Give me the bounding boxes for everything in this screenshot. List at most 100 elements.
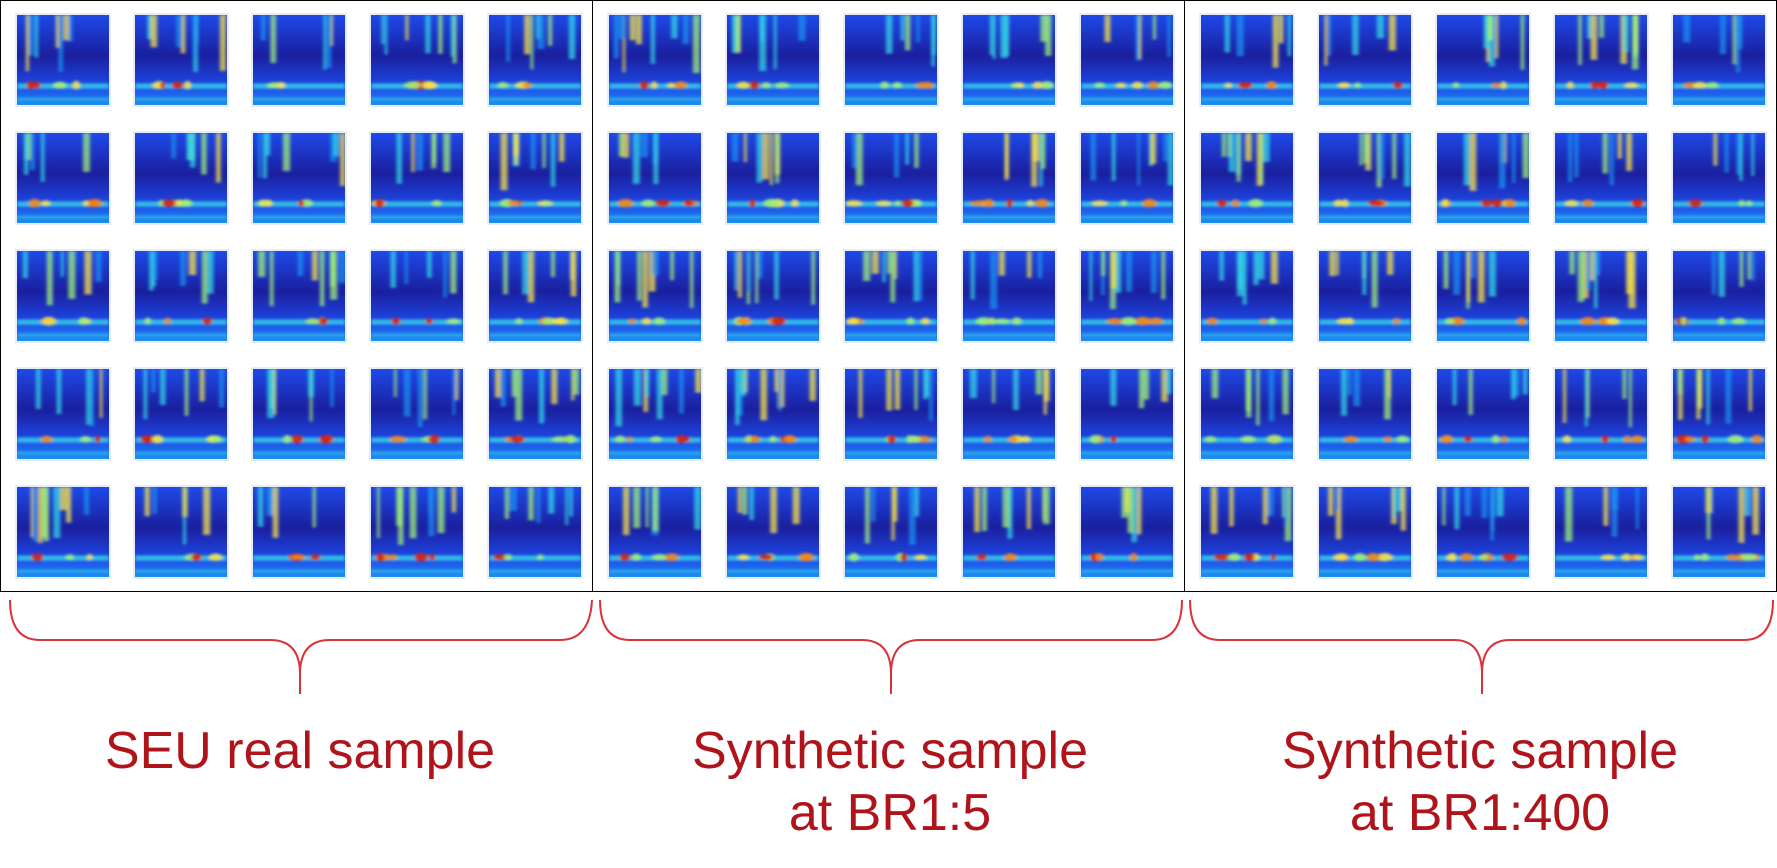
spectrogram-image — [489, 251, 581, 341]
spectrogram-grid — [1, 1, 592, 591]
spectrogram-grid — [593, 1, 1184, 591]
spectrogram-tile — [725, 13, 821, 107]
spectrogram-tile — [961, 367, 1057, 461]
spectrogram-image — [1201, 133, 1293, 223]
spectrogram-image — [253, 251, 345, 341]
spectrogram-image — [1319, 15, 1411, 105]
spectrogram-tile — [15, 485, 111, 579]
spectrogram-image — [1437, 487, 1529, 577]
spectrogram-image — [1555, 133, 1647, 223]
spectrogram-image — [845, 15, 937, 105]
spectrogram-tile — [1435, 249, 1531, 343]
spectrogram-image — [1319, 251, 1411, 341]
spectrogram-tile — [251, 13, 347, 107]
spectrogram-tile — [1553, 485, 1649, 579]
spectrogram-image — [135, 15, 227, 105]
spectrogram-image — [727, 487, 819, 577]
spectrogram-tile — [15, 13, 111, 107]
spectrogram-image — [845, 133, 937, 223]
spectrogram-image — [727, 15, 819, 105]
spectrogram-image — [609, 15, 701, 105]
spectrogram-tile — [1199, 249, 1295, 343]
spectrogram-image — [135, 369, 227, 459]
spectrogram-image — [727, 251, 819, 341]
spectrogram-tile — [1317, 131, 1413, 225]
spectrogram-image — [17, 15, 109, 105]
bracket-group — [9, 599, 1774, 694]
spectrogram-image — [845, 251, 937, 341]
spectrogram-tile — [1671, 13, 1767, 107]
spectrogram-image — [727, 369, 819, 459]
panel-synthetic-br1-5 — [592, 0, 1185, 592]
spectrogram-image — [1673, 369, 1765, 459]
panel-synthetic-br1-400 — [1184, 0, 1777, 592]
spectrogram-image — [963, 133, 1055, 223]
spectrogram-tile — [1435, 131, 1531, 225]
spectrogram-tile — [369, 13, 465, 107]
spectrogram-image — [253, 369, 345, 459]
spectrogram-tile — [961, 249, 1057, 343]
spectrogram-image — [1555, 251, 1647, 341]
spectrogram-tile — [607, 249, 703, 343]
caption-synthetic-br1-400: Synthetic sample at BR1:400 — [1282, 722, 1678, 842]
spectrogram-tile — [1199, 131, 1295, 225]
spectrogram-image — [609, 133, 701, 223]
bracket-synthetic-br1-5 — [599, 599, 1183, 694]
spectrogram-image — [135, 133, 227, 223]
caption-seu-real: SEU real sample — [104, 722, 496, 780]
spectrogram-image — [609, 369, 701, 459]
spectrogram-tile — [1199, 485, 1295, 579]
spectrogram-tile — [1435, 485, 1531, 579]
spectrogram-tile — [607, 485, 703, 579]
spectrogram-image — [17, 133, 109, 223]
spectrogram-image — [1673, 15, 1765, 105]
spectrogram-image — [489, 369, 581, 459]
spectrogram-tile — [607, 13, 703, 107]
spectrogram-tile — [1317, 13, 1413, 107]
spectrogram-tile — [369, 249, 465, 343]
spectrogram-tile — [133, 367, 229, 461]
spectrogram-tile — [1079, 13, 1175, 107]
spectrogram-tile — [843, 249, 939, 343]
spectrogram-tile — [1671, 249, 1767, 343]
spectrogram-image — [17, 487, 109, 577]
spectrogram-image — [1437, 251, 1529, 341]
spectrogram-tile — [961, 131, 1057, 225]
spectrogram-tile — [607, 131, 703, 225]
spectrogram-tile — [725, 249, 821, 343]
spectrogram-image — [1201, 15, 1293, 105]
spectrogram-image — [1673, 487, 1765, 577]
spectrogram-image — [1673, 133, 1765, 223]
spectrogram-image — [1201, 487, 1293, 577]
spectrogram-image — [1437, 369, 1529, 459]
spectrogram-image — [371, 487, 463, 577]
spectrogram-tile — [15, 131, 111, 225]
spectrogram-tile — [1553, 13, 1649, 107]
spectrogram-image — [489, 15, 581, 105]
spectrogram-tile — [843, 131, 939, 225]
spectrogram-image — [1081, 15, 1173, 105]
spectrogram-image — [963, 15, 1055, 105]
spectrogram-image — [1081, 133, 1173, 223]
spectrogram-tile — [1317, 249, 1413, 343]
spectrogram-image — [135, 487, 227, 577]
spectrogram-tile — [1553, 249, 1649, 343]
spectrogram-tile — [725, 485, 821, 579]
spectrogram-image — [135, 251, 227, 341]
spectrogram-tile — [487, 485, 583, 579]
spectrogram-tile — [487, 131, 583, 225]
spectrogram-tile — [133, 485, 229, 579]
spectrogram-image — [1081, 487, 1173, 577]
spectrogram-tile — [725, 131, 821, 225]
spectrogram-image — [727, 133, 819, 223]
spectrogram-tile — [1671, 485, 1767, 579]
spectrogram-tile — [1079, 367, 1175, 461]
spectrogram-image — [1555, 369, 1647, 459]
spectrogram-image — [17, 369, 109, 459]
spectrogram-tile — [133, 249, 229, 343]
spectrogram-image — [253, 133, 345, 223]
spectrogram-tile — [1671, 131, 1767, 225]
spectrogram-tile — [15, 249, 111, 343]
spectrogram-image — [845, 369, 937, 459]
spectrogram-tile — [251, 485, 347, 579]
